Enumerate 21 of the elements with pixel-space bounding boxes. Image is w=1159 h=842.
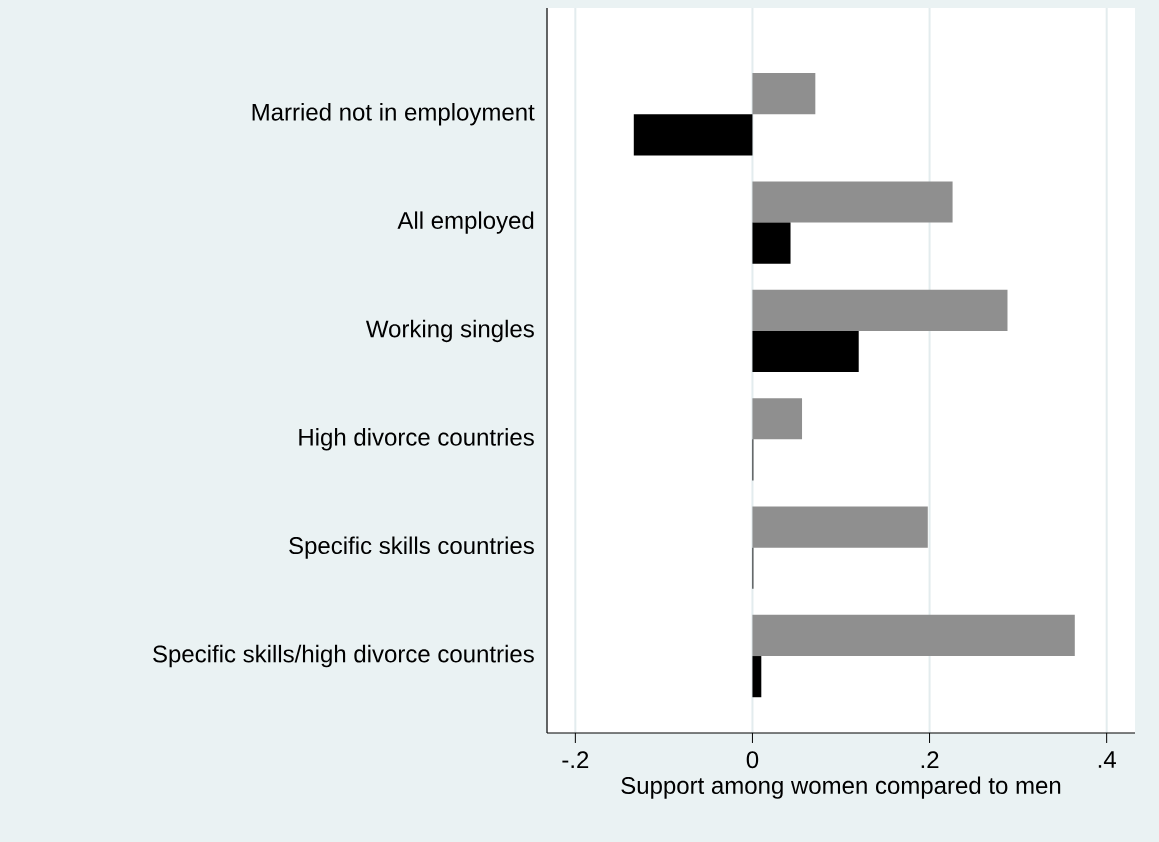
bar: [752, 330, 859, 373]
x-tick-label: -.2: [562, 751, 589, 768]
bar: [752, 73, 816, 115]
y-tick-label: Specific skills countries: [289, 536, 534, 559]
x-tick-label: .4: [1098, 751, 1116, 768]
x-tick-label: .2: [921, 751, 939, 768]
y-tick-label: Working singles: [365, 319, 534, 343]
y-tick-label: Specific skills/high divorce countries: [153, 644, 534, 668]
bar: [752, 614, 1075, 657]
y-tick-label: Married not in employment: [252, 103, 535, 126]
bar: [633, 114, 753, 156]
bar: [752, 398, 803, 440]
y-tick-label: All employed: [397, 211, 534, 234]
x-axis-title: Support among women compared to men: [621, 776, 1061, 799]
bar: [752, 222, 791, 264]
bar: [752, 656, 762, 698]
bar: [752, 506, 928, 548]
x-tick-label: 0: [746, 751, 759, 769]
bar: [752, 181, 953, 223]
bar: [752, 289, 1008, 331]
y-tick-label: High divorce countries: [299, 428, 534, 451]
